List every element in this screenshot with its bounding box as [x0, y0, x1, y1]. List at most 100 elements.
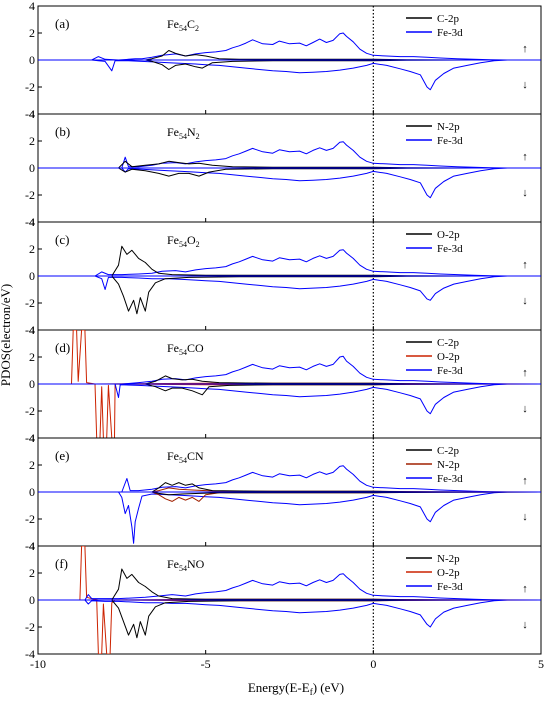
spin-down-arrow: ↓: [522, 295, 528, 307]
y-tick-label: -2: [25, 620, 35, 634]
y-tick-label: 0: [29, 53, 35, 67]
legend: C-2p N-2p Fe-3d: [406, 445, 463, 485]
spin-down-arrow: ↓: [522, 187, 528, 199]
x-tick-label: -10: [30, 657, 46, 671]
y-tick-label: 0: [29, 593, 35, 607]
y-tick-label: 0: [29, 161, 35, 175]
y-tick-label: 4: [29, 323, 35, 337]
legend-label: Fe-3d: [437, 135, 463, 147]
spin-up-arrow: ↑: [522, 475, 528, 487]
series-fe-3d-spin-up: [44, 141, 541, 169]
series-fe-3d-spin-down: [44, 275, 541, 301]
formula-part: 54: [179, 456, 187, 465]
y-tick-label: 2: [29, 350, 35, 364]
y-tick-label: 2: [29, 242, 35, 256]
legend-label: Fe-3d: [437, 27, 463, 39]
y-tick-label: -2: [25, 296, 35, 310]
panel-formula: Fe54N2: [167, 125, 200, 141]
series-c-2p-spin-up: [91, 50, 541, 61]
y-tick-label: -2: [25, 80, 35, 94]
y-axis-title: PDOS(electron/eV): [0, 284, 13, 387]
y-tick-label: -4: [25, 323, 35, 337]
y-tick-label: -2: [25, 188, 35, 202]
panel-formula: Fe54CN: [167, 449, 204, 465]
panel-label: (c): [55, 232, 69, 247]
series-n-2p-spin-down: [44, 599, 541, 639]
series-c-2p-spin-down: [44, 491, 541, 496]
legend-label: C-2p: [437, 445, 460, 457]
legend: N-2p O-2p Fe-3d: [406, 553, 463, 593]
series-fe-3d-spin-down: [44, 599, 541, 628]
panel-label: (f): [55, 556, 68, 571]
legend: O-2p Fe-3d: [406, 229, 463, 255]
legend-label: Fe-3d: [437, 365, 463, 377]
series-n-2p-spin-up: [44, 568, 541, 601]
series-fe-3d-spin-down: [44, 383, 541, 415]
spin-down-arrow: ↓: [522, 403, 528, 415]
panel-label: (b): [55, 124, 70, 139]
formula-part: Fe: [167, 17, 179, 31]
y-tick-label: -2: [25, 404, 35, 418]
series-group: [44, 546, 541, 654]
y-tick-label: 0: [29, 269, 35, 283]
series-fe-3d-spin-up: [44, 249, 541, 277]
spin-up-arrow: ↑: [522, 259, 528, 271]
panel-c: 4 2 0 -2 -4 (c) Fe54O2 O-2p Fe-3d ↑ ↓: [25, 215, 542, 337]
y-tick-label: -4: [25, 647, 35, 661]
series-o-2p-spin-up: [44, 330, 541, 385]
panel-formula: Fe54C2: [167, 17, 199, 33]
y-tick-label: -4: [25, 107, 35, 121]
series-group: [44, 245, 541, 315]
series-o-2p-spin-up: [44, 546, 541, 601]
y-tick-label: 4: [29, 431, 35, 445]
panel-formula: Fe54O2: [167, 233, 200, 249]
legend: N-2p Fe-3d: [406, 121, 463, 147]
y-tick-label: 2: [29, 26, 35, 40]
y-tick-label: 0: [29, 377, 35, 391]
spin-down-arrow: ↓: [522, 79, 528, 91]
series-fe-3d-spin-down: [44, 167, 541, 199]
legend-label: O-2p: [437, 567, 460, 579]
spin-up-arrow: ↑: [522, 367, 528, 379]
legend-label: Fe-3d: [437, 243, 463, 255]
series-o-2p-spin-down: [44, 599, 541, 654]
panel-label: (a): [55, 16, 69, 31]
series-fe-3d-spin-up: [44, 573, 541, 601]
series-fe-3d-spin-down: [91, 59, 541, 91]
y-tick-label: 4: [29, 215, 35, 229]
legend-label: O-2p: [437, 229, 460, 241]
series-n-2p-spin-down: [44, 167, 541, 177]
formula-part: Fe: [167, 557, 179, 571]
formula-part: NO: [187, 557, 205, 571]
y-tick-label: 4: [29, 0, 35, 13]
y-tick-label: -4: [25, 539, 35, 553]
series-group: [44, 141, 541, 199]
y-tick-label: 4: [29, 539, 35, 553]
formula-part: Fe: [167, 233, 179, 247]
panel-label: (e): [55, 448, 69, 463]
y-tick-label: -4: [25, 215, 35, 229]
formula-part: 54: [179, 240, 187, 249]
series-o-2p-spin-down: [44, 275, 541, 315]
legend-label: N-2p: [437, 459, 460, 471]
panel-f: 4 2 0 -2 -4 (f) Fe54NO N-2p O-2p Fe-3d ↑ ↓: [25, 539, 542, 661]
spin-up-arrow: ↑: [522, 583, 528, 595]
series-fe-3d-spin-up: [44, 355, 541, 385]
legend-label: O-2p: [437, 351, 460, 363]
formula-part: 2: [196, 132, 200, 141]
spin-up-arrow: ↑: [522, 43, 528, 55]
legend-label: N-2p: [437, 121, 460, 133]
legend-label: C-2p: [437, 13, 460, 25]
legend-label: N-2p: [437, 553, 460, 565]
formula-part: Fe: [167, 125, 179, 139]
panel-label: (d): [55, 340, 70, 355]
series-n-2p-spin-up: [44, 160, 541, 169]
series-group: [91, 32, 541, 91]
formula-part: 54: [179, 348, 187, 357]
panel-a: 4 2 0 -2 -4 (a) Fe54C2 C-2p Fe-3d ↑ ↓: [25, 0, 542, 121]
panel-formula: Fe54NO: [167, 557, 205, 573]
y-tick-label: 2: [29, 566, 35, 580]
spin-up-arrow: ↑: [522, 151, 528, 163]
formula-part: CN: [187, 449, 204, 463]
